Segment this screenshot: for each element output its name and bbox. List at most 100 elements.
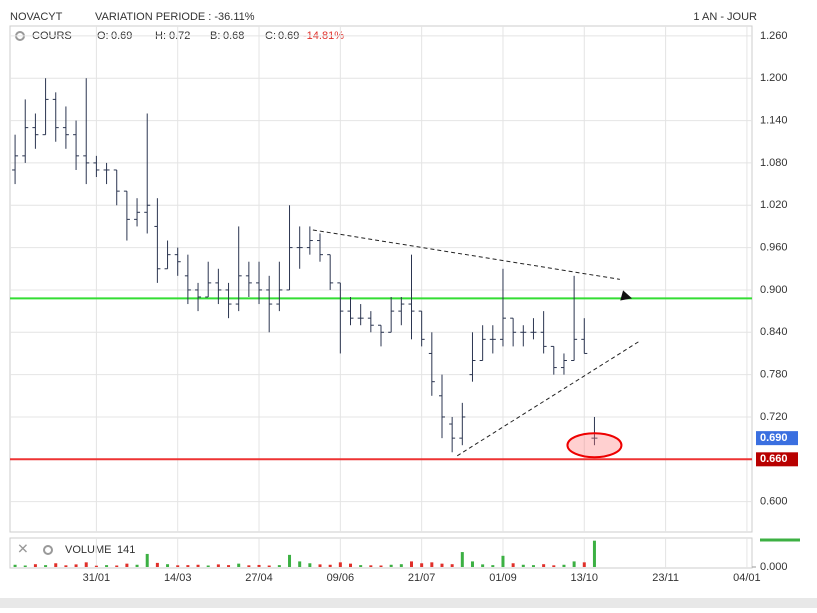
chart-title: NOVACYT [10, 11, 63, 23]
volume-bar [359, 565, 363, 567]
volume-bar [470, 561, 474, 567]
volume-bar [450, 564, 454, 567]
volume-bar [409, 561, 413, 567]
y-tick-label: 0.960 [760, 242, 788, 254]
volume-bar [135, 564, 139, 567]
price-tag [756, 431, 798, 446]
price-pane [9, 25, 753, 533]
volume-bar [94, 565, 98, 567]
volume-bar [328, 564, 332, 567]
volume-bar [379, 565, 383, 567]
settings-icon[interactable] [43, 545, 53, 555]
volume-bar [216, 564, 220, 567]
volume-bar [277, 565, 281, 567]
y-tick-label: 1.080 [760, 157, 788, 169]
volume-bar [186, 565, 190, 567]
volume-bar [369, 565, 373, 567]
volume-bar [105, 565, 109, 567]
volume-bar [64, 565, 68, 567]
trendline [312, 229, 620, 280]
volume-bar [552, 565, 556, 567]
volume-bar [13, 564, 17, 567]
x-tick-label: 14/03 [164, 572, 192, 584]
volume-bar [430, 562, 434, 567]
y-tick-label: 0.780 [760, 369, 788, 381]
volume-bar [511, 563, 515, 567]
volume-bar [501, 555, 505, 567]
volume-bar [308, 563, 312, 567]
x-tick-label: 31/01 [83, 572, 111, 584]
x-tick-label: 23/11 [652, 572, 679, 584]
volume-bar [84, 562, 88, 567]
y-tick-label: 1.140 [760, 114, 788, 126]
volume-bar [176, 565, 180, 567]
volume-bar [521, 564, 525, 567]
volume-bar [420, 563, 424, 567]
volume-bar [115, 565, 119, 567]
trendline [456, 340, 641, 457]
volume-bar [23, 565, 27, 567]
volume-bar [592, 540, 596, 567]
volume-bar [399, 564, 403, 567]
y-tick-label: 1.260 [760, 30, 788, 42]
volume-bar [440, 563, 444, 567]
volume-bar [318, 564, 322, 567]
y-tick-label: 0.720 [760, 411, 788, 423]
volume-bar [582, 562, 586, 567]
period[interactable]: 1 AN - JOUR [693, 11, 757, 23]
price-tag [756, 452, 798, 467]
x-tick-label: 09/06 [327, 572, 355, 584]
volume-bar [460, 552, 464, 567]
x-tick-label: 01/09 [489, 572, 517, 584]
y-tick-label: 1.020 [760, 199, 788, 211]
highlight [566, 432, 623, 459]
volume-bar [562, 564, 566, 567]
volume-bar [389, 564, 393, 567]
volume-bar [542, 564, 546, 567]
volume-bar [33, 564, 37, 567]
volume-bar [298, 561, 302, 567]
volume-bar [206, 565, 210, 567]
volume-bar [237, 563, 241, 567]
volume-bar [54, 563, 58, 567]
y-tick-label: 0.900 [760, 284, 788, 296]
y-tick-label: 1.200 [760, 72, 788, 84]
volume-bar [196, 564, 200, 567]
volume-bar [44, 565, 48, 567]
x-tick-label: 04/01 [733, 572, 761, 584]
x-tick-label: 21/07 [408, 572, 436, 584]
x-tick-label: 13/10 [571, 572, 599, 584]
close-icon[interactable]: ✕ [17, 541, 29, 557]
y-tick-label: 0.600 [760, 496, 788, 508]
volume-bar [74, 564, 78, 567]
volume-pane [9, 537, 753, 569]
volume-bar [349, 563, 353, 567]
volume-bar [531, 565, 535, 567]
legend-volume-value: 141 [117, 544, 135, 556]
volume-bar [481, 564, 485, 567]
scrollbar[interactable] [0, 598, 817, 608]
volume-bar [166, 564, 170, 567]
volume-bar [125, 563, 129, 567]
volume-bar [338, 562, 342, 567]
volume-tick-label: 0.000 [760, 561, 788, 573]
volume-bar [247, 565, 251, 567]
price-tag-label: 0.690 [760, 432, 788, 444]
volume-bar [257, 564, 261, 567]
volume-bar [491, 565, 495, 567]
volume-bar [572, 561, 576, 567]
arrow-head [620, 290, 633, 301]
price-tag-label: 0.660 [760, 453, 788, 465]
grid [10, 26, 752, 568]
x-tick-label: 27/04 [245, 572, 273, 584]
volume-bar [267, 565, 271, 567]
volume-bar [227, 565, 231, 567]
volume-bar [155, 562, 159, 567]
volume-bar [288, 554, 292, 567]
legend-volume: VOLUME [65, 544, 111, 556]
subtitle: VARIATION PERIODE : -36.11% [95, 11, 255, 23]
volume-bar [145, 553, 149, 567]
y-tick-label: 0.840 [760, 326, 788, 338]
